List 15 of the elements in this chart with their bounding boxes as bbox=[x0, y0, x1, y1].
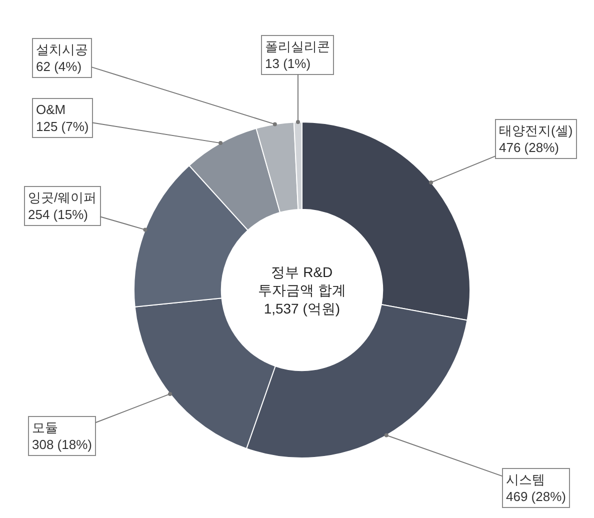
data-label: 469 (28%) bbox=[506, 488, 566, 504]
slice-label: 잉곳/웨이퍼 bbox=[28, 190, 97, 205]
slice-label: 모듈 bbox=[32, 420, 58, 435]
data-label: 125 (7%) bbox=[36, 118, 89, 134]
slice-label: 폴리실리콘 bbox=[265, 39, 330, 54]
text: 정부 R&D 투자금액 합계 1,537 (억원) bbox=[258, 264, 346, 316]
data-label: 62 (4%) bbox=[36, 58, 82, 74]
data-label: 476 (28%) bbox=[499, 140, 559, 155]
slice-label: 시스템 bbox=[506, 472, 545, 487]
slice-label: 태양전지(셀) bbox=[499, 123, 573, 138]
slice-label: 설치시공 bbox=[36, 42, 88, 57]
data-label: 254 (15%) bbox=[28, 206, 88, 222]
data-label: 13 (1%) bbox=[265, 56, 311, 71]
slice-label: O&M bbox=[36, 102, 66, 117]
data-label: 308 (18%) bbox=[32, 436, 92, 452]
